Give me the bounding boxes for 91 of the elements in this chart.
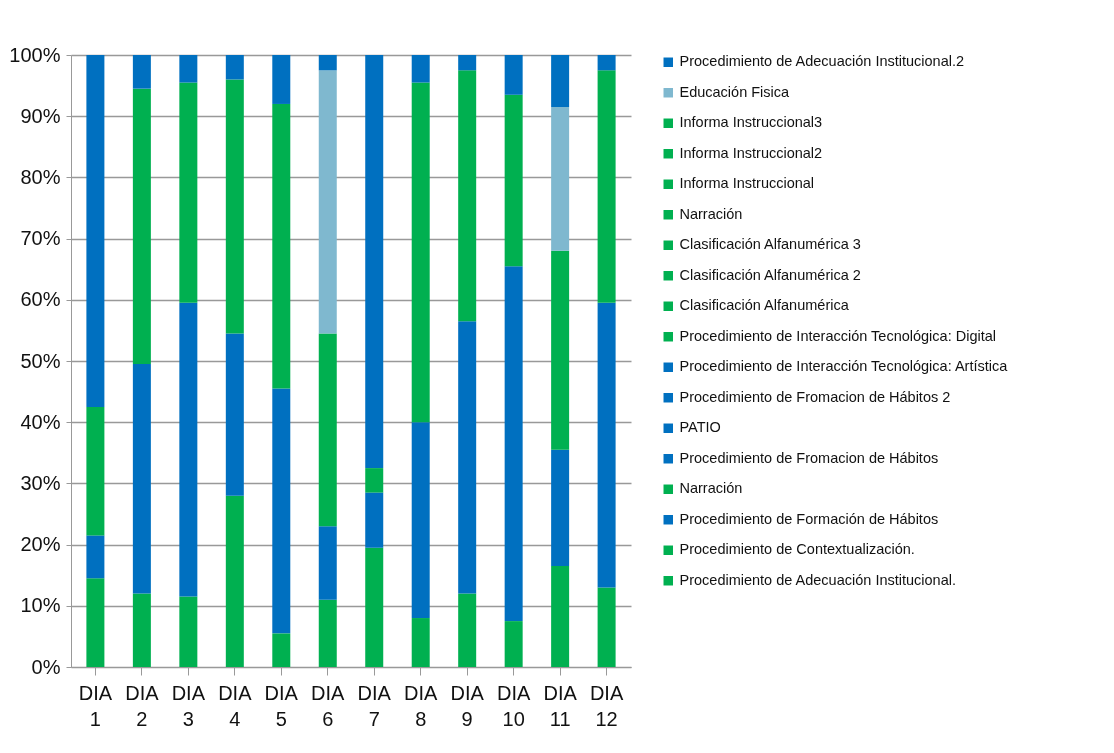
x-tick-label: DIA 8	[404, 681, 439, 730]
x-tick-label: DIA 1	[78, 681, 113, 730]
bar	[365, 492, 384, 548]
bar	[597, 587, 616, 667]
y-tick-label: 100%	[9, 43, 61, 66]
x-tick-label: DIA 6	[311, 681, 346, 730]
y-tick-label: 50%	[20, 349, 61, 372]
bar	[272, 388, 291, 634]
legend-label: PATIO	[679, 419, 721, 436]
bar	[86, 578, 105, 667]
bar	[504, 55, 523, 95]
bar	[551, 449, 570, 567]
bar	[225, 333, 244, 496]
bar	[272, 103, 291, 389]
bar	[132, 593, 151, 667]
y-tick-label: 70%	[20, 227, 61, 250]
bar	[365, 547, 384, 667]
bar	[179, 596, 198, 667]
bar	[504, 266, 523, 622]
bar	[411, 82, 430, 423]
x-tick-label: DIA 12	[589, 681, 624, 730]
bar	[365, 55, 384, 469]
legend-label: Procedimiento de Contextualización.	[679, 541, 915, 558]
x-tick-label: DIA 5	[264, 681, 299, 730]
bar	[86, 535, 105, 579]
legend-label: Narración	[679, 205, 743, 222]
y-tick-label: 60%	[20, 288, 61, 311]
bar	[458, 55, 477, 71]
bar	[225, 55, 244, 80]
x-tick-label: DIA 11	[543, 681, 578, 730]
bar	[458, 321, 477, 594]
bar	[597, 70, 616, 303]
bar	[86, 55, 105, 407]
legend-label: Educación Fisica	[679, 83, 791, 100]
legend-label: Procedimiento de Interacción Tecnológica: Digital	[679, 327, 996, 344]
bar	[225, 79, 244, 334]
bar	[458, 70, 477, 322]
bar	[411, 55, 430, 83]
bar	[551, 55, 570, 108]
y-tick-label: 90%	[20, 104, 61, 127]
bar	[272, 55, 291, 104]
legend-label: Clasificación Alfanumérica 3	[679, 236, 861, 253]
y-tick-label: 40%	[20, 410, 61, 433]
bar	[411, 618, 430, 667]
legend-label: Procedimiento de Adecuación Institucional.	[679, 571, 956, 588]
bar	[86, 406, 105, 536]
bar	[318, 70, 337, 334]
bar	[504, 94, 523, 267]
bar	[458, 593, 477, 667]
bar	[179, 55, 198, 83]
x-tick-label: DIA 3	[171, 681, 206, 730]
bar	[597, 55, 616, 71]
y-tick-label: 10%	[20, 594, 61, 617]
y-tick-label: 30%	[20, 471, 61, 494]
x-tick-label: DIA 9	[450, 681, 485, 730]
bar	[551, 250, 570, 450]
y-tick-label: 0%	[31, 655, 61, 678]
legend-label: Procedimiento de Formación de Hábitos	[679, 510, 939, 527]
bar	[318, 526, 337, 600]
legend-label: Clasificación Alfanumérica 2	[679, 266, 861, 283]
x-tick-label: DIA 2	[125, 681, 160, 730]
bar	[365, 468, 384, 493]
bar	[132, 88, 151, 365]
legend-label: Informa Instruccional2	[679, 144, 823, 161]
legend-label: Procedimiento de Fromacion de Hábitos	[679, 449, 939, 466]
bar	[225, 495, 244, 667]
bar	[504, 621, 523, 667]
bar	[132, 364, 151, 594]
x-tick-label: DIA 4	[218, 681, 253, 730]
bar	[597, 302, 616, 588]
bar	[411, 422, 430, 619]
bar	[179, 302, 198, 597]
bar	[551, 566, 570, 667]
bar	[272, 633, 291, 667]
legend-label: Procedimiento de Fromacion de Hábitos 2	[679, 388, 951, 405]
legend-label: Clasificación Alfanumérica	[679, 297, 850, 314]
bar	[179, 82, 198, 303]
x-tick-label: DIA 10	[496, 681, 531, 730]
bar	[551, 107, 570, 251]
legend-label: Procedimiento de Adecuación Institucional.2	[679, 53, 965, 70]
bar	[318, 55, 337, 71]
y-tick-label: 80%	[20, 165, 61, 188]
y-tick-label: 20%	[20, 533, 61, 556]
bar	[132, 55, 151, 89]
bar	[318, 333, 337, 527]
x-tick-label: DIA 7	[357, 681, 392, 730]
legend-label: Informa Instruccional3	[679, 114, 823, 131]
bar	[318, 599, 337, 667]
legend-label: Procedimiento de Interacción Tecnológica: Artística	[679, 358, 1009, 375]
legend-label: Informa Instruccional	[679, 175, 815, 192]
legend-label: Narración	[679, 480, 743, 497]
